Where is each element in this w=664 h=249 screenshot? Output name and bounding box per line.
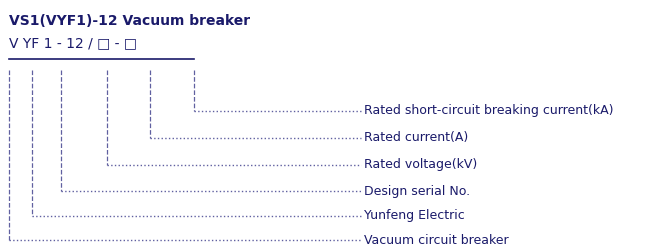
Text: Rated short-circuit breaking current(kA): Rated short-circuit breaking current(kA)	[364, 105, 614, 118]
Text: Yunfeng Electric: Yunfeng Electric	[364, 209, 465, 222]
Text: Vacuum circuit breaker: Vacuum circuit breaker	[364, 234, 509, 247]
Text: Rated current(A): Rated current(A)	[364, 131, 468, 144]
Text: Design serial No.: Design serial No.	[364, 185, 470, 198]
Text: V YF 1 - 12 / □ - □: V YF 1 - 12 / □ - □	[9, 36, 137, 50]
Text: Rated voltage(kV): Rated voltage(kV)	[364, 158, 477, 171]
Text: VS1(VYF1)-12 Vacuum breaker: VS1(VYF1)-12 Vacuum breaker	[9, 13, 250, 28]
